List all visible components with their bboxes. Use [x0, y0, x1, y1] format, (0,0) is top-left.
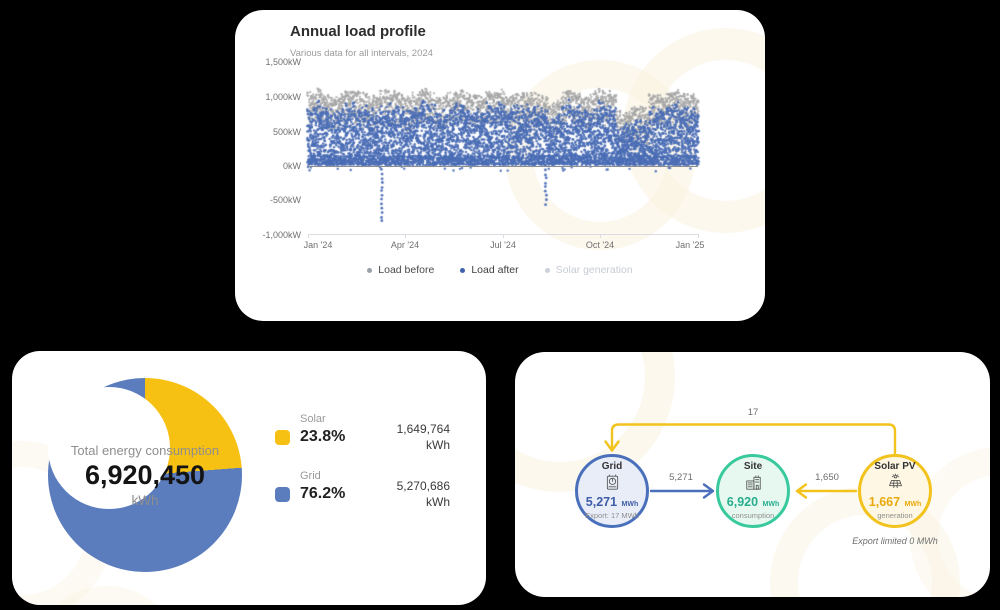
x-axis-tick-mark: [698, 234, 699, 238]
legend-value: 5,270,686 kWh: [372, 479, 450, 510]
site-node-subtext: consumption: [731, 510, 775, 520]
load-scatter-plot: [235, 10, 765, 321]
solar-pv-node[interactable]: Solar PV 1,667 MWh generation: [858, 454, 932, 528]
x-axis-tick: Oct '24: [585, 240, 615, 250]
legend-item-load-before[interactable]: Load before: [367, 264, 434, 276]
load-profile-card: Annual load profile Various data for all…: [235, 10, 765, 321]
legend-swatch-icon: [275, 487, 290, 503]
legend-dot-icon: [367, 267, 373, 273]
energy-consumption-card: Total energy consumption 6,920,450 kWh S…: [12, 351, 486, 605]
chart-subtitle: Various data for all intervals, 2024: [290, 48, 433, 59]
legend-label: Solar: [300, 413, 326, 425]
legend-value-unit: kWh: [426, 437, 450, 452]
legend-value-number: 1,649,764: [396, 422, 450, 436]
site-node-label: Site: [743, 460, 763, 472]
flow-arrows: [604, 423, 897, 499]
x-axis-tick: Jan '24: [303, 240, 333, 250]
solar-pv-node-label: Solar PV: [874, 460, 916, 472]
donut-center-value: 6,920,450: [84, 459, 206, 490]
building-icon: [744, 473, 763, 492]
site-node[interactable]: Site 6,920 MWh consumption: [716, 454, 790, 528]
y-axis-tick: 1,000kW: [265, 92, 301, 102]
donut-center-unit: kWh: [131, 492, 159, 508]
legend-item-grid[interactable]: Grid 76.2% 5,270,686 kWh: [275, 470, 450, 510]
donut-legend: Solar 23.8% 1,649,764 kWh Grid 76.2% 5,2…: [275, 413, 450, 510]
legend-value-unit: kWh: [426, 494, 450, 509]
legend-value-number: 5,270,686: [396, 479, 450, 494]
solar-pv-node-subtext: generation: [877, 510, 913, 520]
legend-value: 1,649,764 kWh: [372, 422, 450, 453]
site-node-unit: MWh: [762, 500, 780, 508]
y-axis-tick: 0kW: [283, 161, 301, 171]
legend-item-solar[interactable]: Solar 23.8% 1,649,764 kWh: [275, 413, 450, 453]
solar-pv-node-unit: MWh: [904, 500, 922, 508]
legend-label: Grid: [300, 470, 321, 483]
chart-title: Annual load profile: [290, 23, 426, 40]
x-axis-tick-mark: [600, 234, 601, 238]
y-axis-tick: -1,000kW: [262, 230, 301, 240]
grid-node[interactable]: Grid 5,271 MWh Export: 17 MWh: [575, 454, 649, 528]
y-axis-tick: 1,500kW: [265, 57, 301, 67]
x-axis-tick-mark: [503, 234, 504, 238]
legend-percent: 23.8%: [300, 428, 346, 445]
chart-legend: Load before Load after Solar generation: [235, 264, 765, 276]
energy-flow-card: 17 5,271 1,650 Grid 5,271 MWh Export: 17…: [515, 352, 990, 597]
legend-label: Load before: [378, 264, 435, 276]
legend-dot-icon: [460, 267, 466, 273]
arrow-grid-to-site: [649, 483, 715, 499]
y-axis-tick: 500kW: [272, 127, 301, 137]
edge-label-solar-to-grid: 17: [747, 407, 759, 418]
donut-center-text: Total energy consumption 6,920,450 kWh: [40, 378, 250, 572]
x-axis-tick-mark: [405, 234, 406, 238]
legend-dot-icon: [544, 267, 550, 273]
grid-node-subtext: Export: 17 MWh: [585, 510, 639, 520]
arrow-solar-to-site: [795, 483, 858, 499]
solar-panel-icon: [886, 473, 905, 492]
export-limit-footnote: Export limited 0 MWh: [852, 536, 938, 546]
x-axis-tick: Jan '25: [675, 240, 705, 250]
legend-item-solar-generation[interactable]: Solar generation: [544, 264, 633, 276]
x-axis-tick-mark: [308, 234, 309, 238]
donut-hole: [48, 387, 170, 509]
grid-node-unit: MWh: [621, 500, 639, 508]
donut-center-label: Total energy consumption: [70, 442, 220, 458]
x-axis-tick: Apr '24: [390, 240, 420, 250]
edge-label-grid-to-site: 5,271: [669, 472, 693, 483]
legend-label: Solar generation: [555, 264, 633, 276]
edge-label-solar-to-site: 1,650: [815, 472, 839, 483]
grid-node-value: 5,271: [585, 494, 618, 509]
legend-item-load-after[interactable]: Load after: [460, 264, 519, 276]
grid-node-label: Grid: [601, 460, 623, 472]
legend-label: Load after: [471, 264, 519, 276]
grid-node-value-line: 5,271 MWh: [586, 493, 638, 511]
x-axis-tick: Jul '24: [490, 240, 516, 250]
solar-pv-node-value: 1,667: [868, 494, 901, 509]
site-node-value-line: 6,920 MWh: [727, 493, 779, 511]
legend-swatch-icon: [275, 430, 290, 445]
arrow-solar-to-grid: [604, 423, 897, 456]
site-node-value: 6,920: [726, 494, 759, 509]
zero-baseline: [308, 166, 698, 167]
meter-icon: [603, 473, 622, 492]
y-axis-tick: -500kW: [269, 195, 301, 205]
solar-pv-node-value-line: 1,667 MWh: [869, 493, 921, 511]
legend-percent: 76.2%: [300, 485, 346, 503]
